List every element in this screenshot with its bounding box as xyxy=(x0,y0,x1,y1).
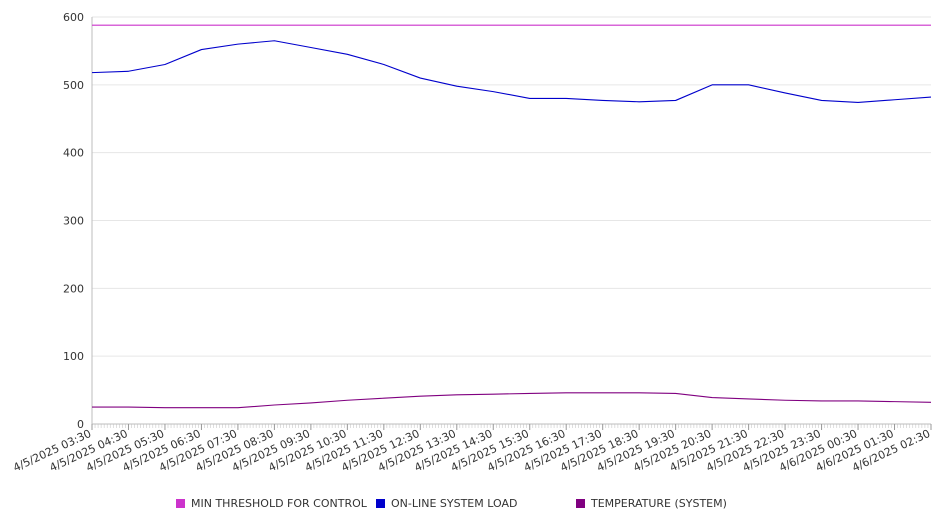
legend-swatch-threshold xyxy=(176,499,185,508)
series-line-system-load xyxy=(91,40,932,104)
legend: MIN THRESHOLD FOR CONTROL ON-LINE SYSTEM… xyxy=(0,497,946,515)
legend-swatch-system-load xyxy=(376,499,385,508)
y-tick-label: 0 xyxy=(77,418,84,431)
y-tick-label: 100 xyxy=(63,350,84,363)
series-line-temperature xyxy=(92,392,932,409)
y-tick-label: 600 xyxy=(63,11,84,24)
y-tick-label: 400 xyxy=(63,147,84,160)
legend-label-threshold: MIN THRESHOLD FOR CONTROL xyxy=(191,497,367,510)
legend-item-temperature[interactable]: TEMPERATURE (SYSTEM) xyxy=(576,497,727,510)
y-tick-label: 500 xyxy=(63,79,84,92)
legend-label-temperature: TEMPERATURE (SYSTEM) xyxy=(591,497,727,510)
legend-swatch-temperature xyxy=(576,499,585,508)
legend-label-system-load: ON-LINE SYSTEM LOAD xyxy=(391,497,518,510)
legend-item-system-load[interactable]: ON-LINE SYSTEM LOAD xyxy=(376,497,517,510)
y-tick-label: 200 xyxy=(63,282,84,295)
y-tick-label: 300 xyxy=(63,215,84,228)
legend-item-threshold[interactable]: MIN THRESHOLD FOR CONTROL xyxy=(176,497,367,510)
